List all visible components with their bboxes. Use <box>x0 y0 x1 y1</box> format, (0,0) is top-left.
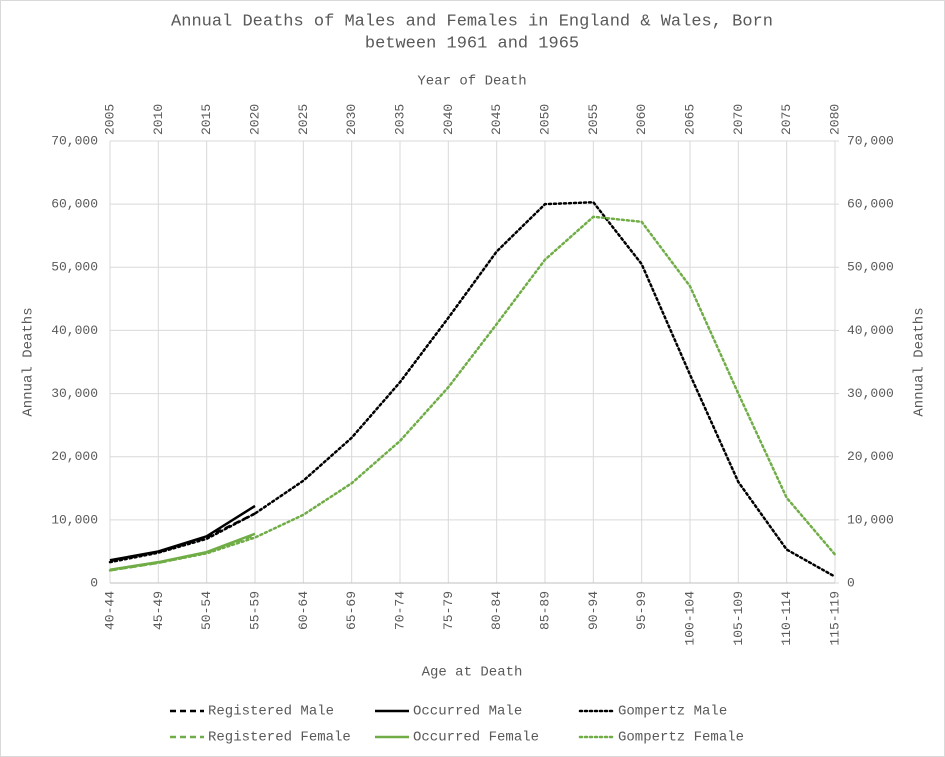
x2-tick-label: 2040 <box>441 104 456 135</box>
y2-axis-title: Annual Deaths <box>912 307 928 416</box>
series-line <box>108 215 837 572</box>
x2-tick-label: 2065 <box>682 104 697 135</box>
x2-axis-title: Year of Death <box>417 74 526 90</box>
x-tick-label: 95-99 <box>634 591 649 630</box>
y-tick-label: 60,000 <box>51 197 98 212</box>
legend-label: Gompertz Male <box>618 704 727 720</box>
x-tick-label: 60-64 <box>296 591 311 630</box>
x2-tick-label: 2025 <box>296 104 311 135</box>
chart-title: Annual Deaths of Males and Females in En… <box>171 12 773 31</box>
x2-tick-label: 2045 <box>489 104 504 135</box>
x2-tick-label: 2060 <box>634 104 649 135</box>
y-axis-title: Annual Deaths <box>21 307 37 416</box>
x-tick-label: 105-109 <box>731 591 746 646</box>
y-tick-label: 10,000 <box>51 512 98 527</box>
x-tick-label: 55-59 <box>247 591 262 630</box>
legend-label: Registered Female <box>208 730 351 746</box>
x-tick-label: 45-49 <box>151 591 166 630</box>
y2-tick-label: 70,000 <box>847 133 894 148</box>
x2-tick-label: 2055 <box>586 104 601 135</box>
x2-tick-label: 2020 <box>247 104 262 135</box>
x-tick-label: 50-54 <box>199 591 214 630</box>
x-tick-label: 90-94 <box>586 591 601 630</box>
x2-tick-label: 2035 <box>392 104 407 135</box>
y2-tick-label: 40,000 <box>847 323 894 338</box>
x-axis-title: Age at Death <box>422 665 523 681</box>
x-tick-label: 70-74 <box>392 591 407 630</box>
x-tick-label: 110-114 <box>779 591 794 646</box>
y2-tick-label: 0 <box>847 575 855 590</box>
y2-tick-label: 10,000 <box>847 512 894 527</box>
y-tick-label: 20,000 <box>51 449 98 464</box>
legend-label: Registered Male <box>208 704 334 720</box>
chart-subtitle: between 1961 and 1965 <box>365 34 579 53</box>
x2-tick-label: 2030 <box>344 104 359 135</box>
legend-label: Occurred Female <box>413 730 539 746</box>
x-tick-label: 85-89 <box>537 591 552 630</box>
x-tick-label: 80-84 <box>489 591 504 630</box>
y2-tick-label: 50,000 <box>847 260 894 275</box>
y-tick-label: 70,000 <box>51 133 98 148</box>
x2-tick-label: 2010 <box>151 104 166 135</box>
y-tick-label: 30,000 <box>51 386 98 401</box>
y-tick-label: 40,000 <box>51 323 98 338</box>
x2-tick-label: 2015 <box>199 104 214 135</box>
series-line <box>109 504 256 562</box>
x-tick-label: 115-119 <box>827 591 842 646</box>
series-line <box>108 200 837 578</box>
x2-tick-label: 2070 <box>731 104 746 135</box>
legend-label: Gompertz Female <box>618 730 744 746</box>
y2-tick-label: 30,000 <box>847 386 894 401</box>
x2-tick-label: 2080 <box>827 104 842 135</box>
y-tick-label: 50,000 <box>51 260 98 275</box>
x2-tick-label: 2005 <box>102 104 117 135</box>
x-tick-label: 40-44 <box>102 591 117 630</box>
x-tick-label: 100-104 <box>682 591 697 646</box>
x2-tick-label: 2050 <box>537 104 552 135</box>
x-tick-label: 75-79 <box>441 591 456 630</box>
legend-label: Occurred Male <box>413 704 522 720</box>
y2-tick-label: 60,000 <box>847 197 894 212</box>
y2-tick-label: 20,000 <box>847 449 894 464</box>
y-tick-label: 0 <box>90 575 98 590</box>
x2-tick-label: 2075 <box>779 104 794 135</box>
x-tick-label: 65-69 <box>344 591 359 630</box>
